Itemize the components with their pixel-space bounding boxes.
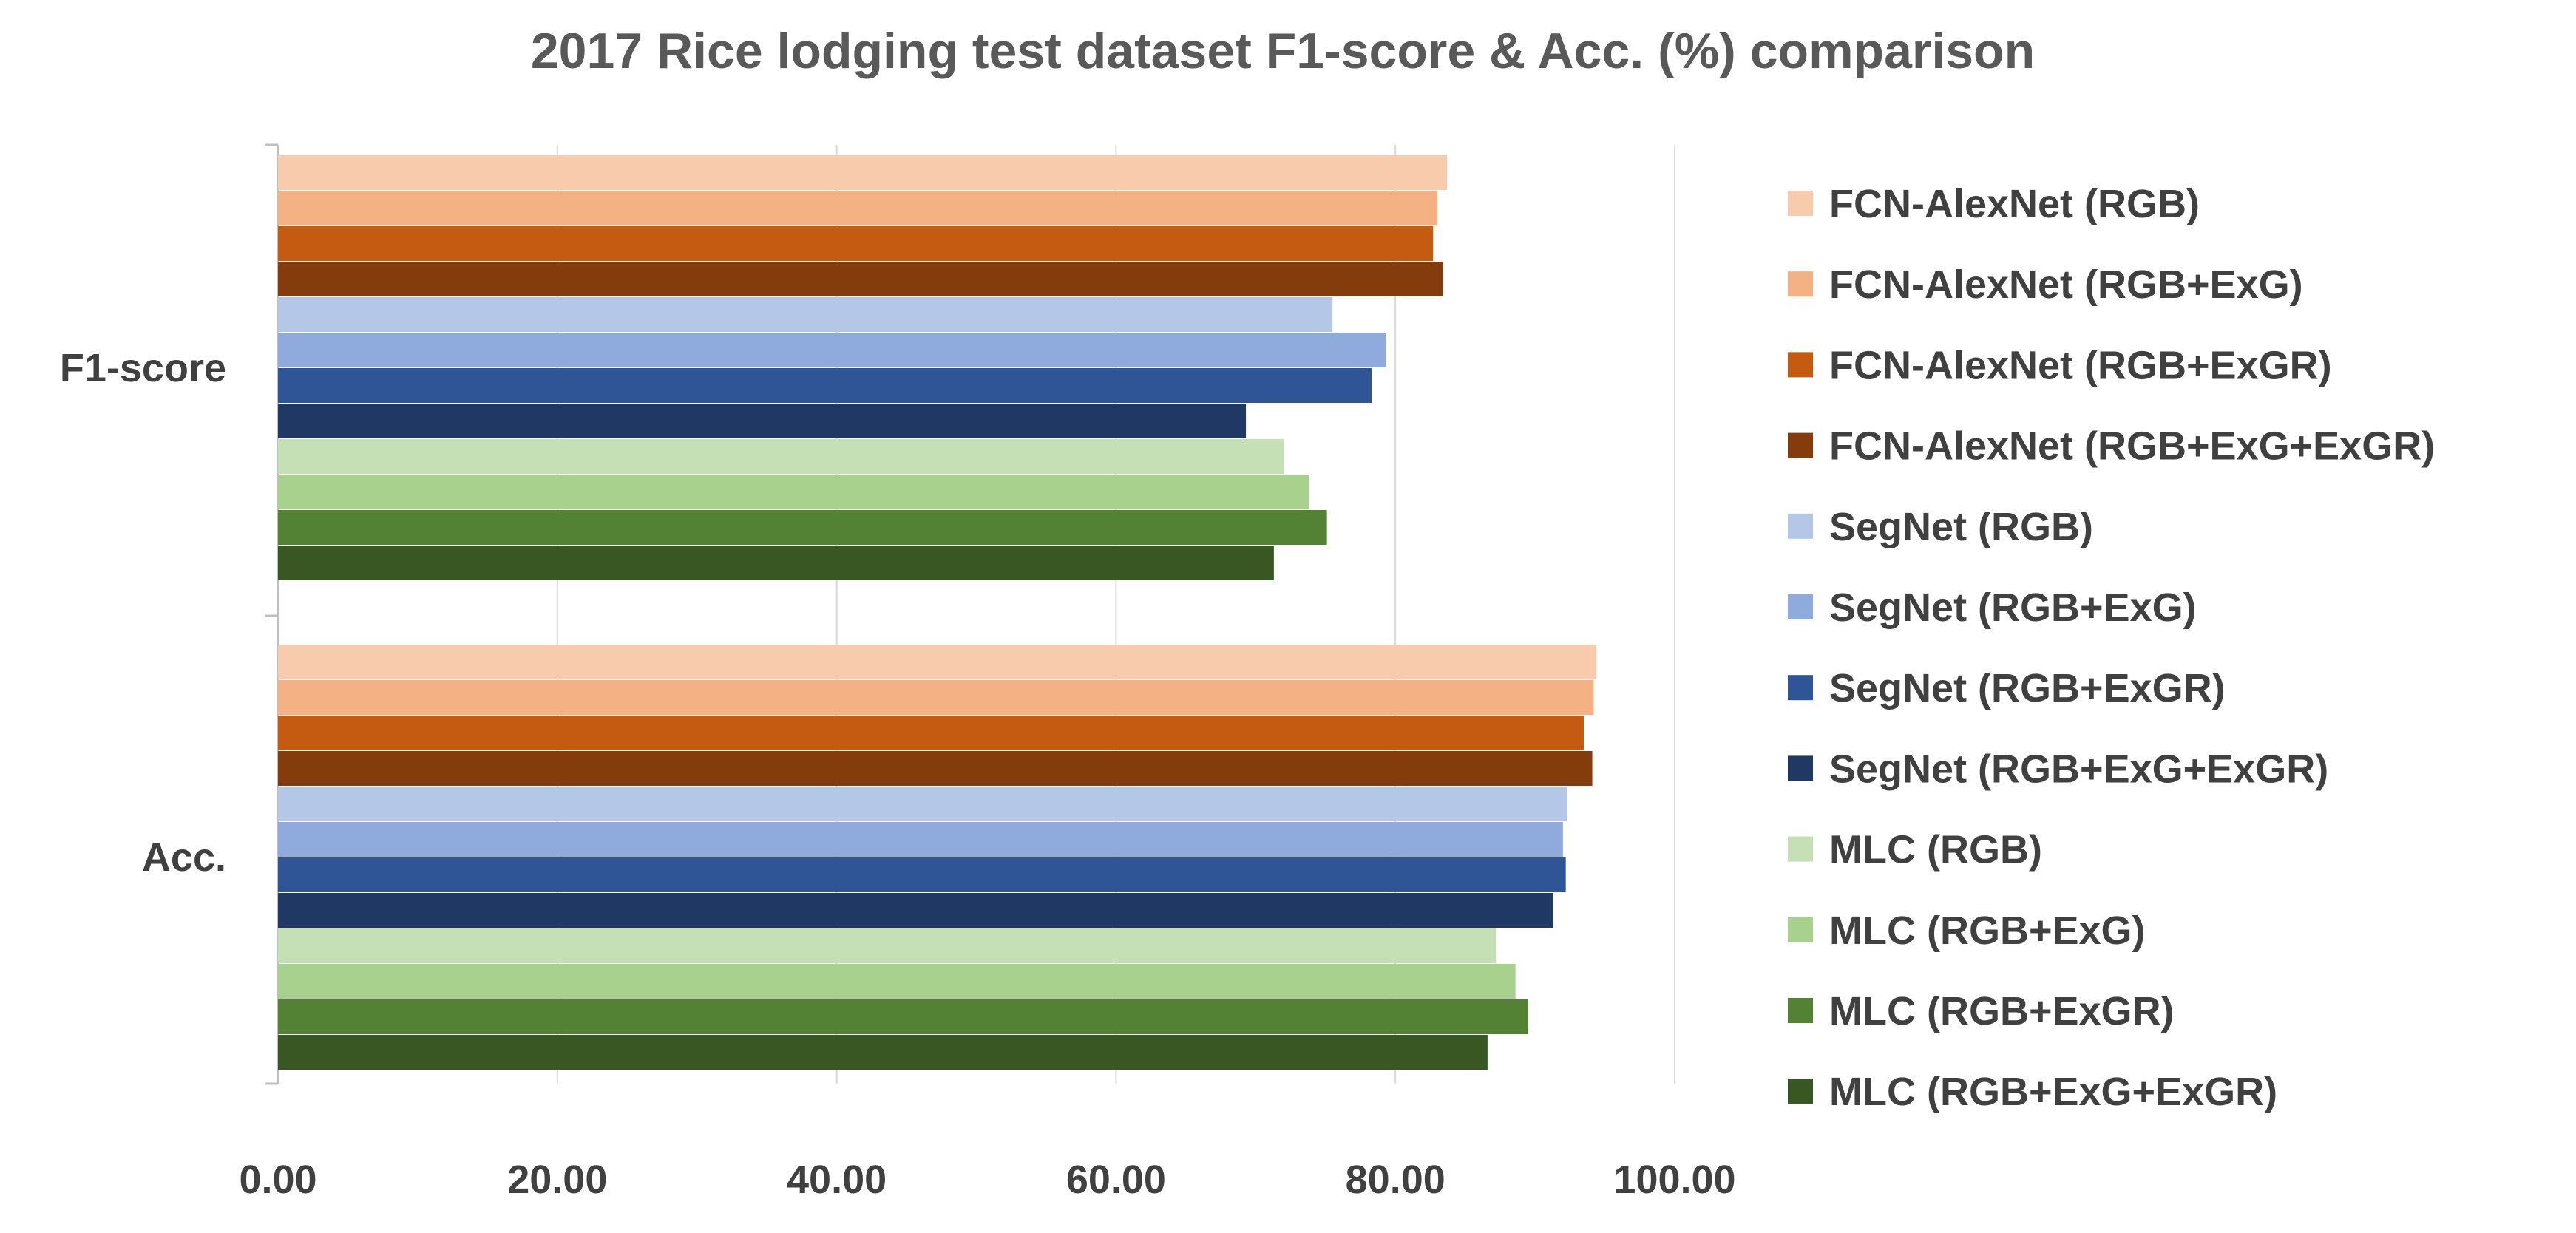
legend-swatch [1788,594,1813,619]
bar [278,857,1566,892]
legend-label: MLC (RGB+ExG+ExGR) [1829,1070,2277,1114]
bar [278,155,1448,190]
bar [278,475,1309,509]
bar [278,751,1593,786]
bar [278,928,1497,963]
bar [278,262,1443,296]
legend-label: FCN-AlexNet (RGB+ExGR) [1829,343,2332,387]
category-label: F1-score [60,346,226,390]
legend-swatch [1788,513,1813,539]
legend-label: FCN-AlexNet (RGB+ExG) [1829,262,2303,307]
legend-label: FCN-AlexNet (RGB) [1829,182,2200,226]
legend-label: MLC (RGB+ExGR) [1829,989,2175,1033]
bar [278,964,1516,999]
x-tick-label: 80.00 [1346,1158,1445,1202]
x-tick-label: 20.00 [507,1158,607,1202]
legend-swatch [1788,755,1813,781]
bar [278,191,1437,225]
legend-swatch [1788,271,1813,297]
legend-swatch [1788,191,1813,216]
bar [278,787,1567,821]
x-tick-label: 0.00 [239,1158,316,1202]
plot-area: F1-score Acc. 0.00 20.00 40.00 60.00 80.00 100.… [60,143,1736,1202]
legend-label: SegNet (RGB+ExGR) [1829,666,2226,710]
bar [278,439,1284,474]
bar [278,680,1594,715]
bar [278,893,1553,928]
legend-swatch [1788,352,1813,378]
bar [278,510,1327,545]
legend-swatch [1788,432,1813,458]
bar [278,297,1333,332]
legend-label: SegNet (RGB) [1829,505,2093,549]
legend-label: FCN-AlexNet (RGB+ExG+ExGR) [1829,424,2435,469]
bar [278,368,1372,403]
legend: FCN-AlexNet (RGB) FCN-AlexNet (RGB+ExG) FC… [1788,182,2435,1114]
legend-label: SegNet (RGB+ExG+ExGR) [1829,747,2328,791]
legend-swatch [1788,1079,1813,1104]
legend-label: MLC (RGB+ExG) [1829,908,2146,953]
legend-label: SegNet (RGB+ExG) [1829,585,2197,630]
x-tick-label: 100.00 [1613,1158,1735,1202]
x-tick-label: 60.00 [1066,1158,1166,1202]
bar [278,333,1386,367]
category-label: Acc. [142,835,226,880]
legend-label: MLC (RGB) [1829,828,2042,872]
legend-swatch [1788,675,1813,701]
bar [278,404,1247,438]
legend-swatch [1788,917,1813,942]
legend-swatch [1788,998,1813,1023]
chart-title: 2017 Rice lodging test dataset F1-score … [531,23,2035,79]
bar [278,716,1584,750]
bar [278,1035,1488,1070]
legend-swatch [1788,836,1813,862]
bar [278,645,1597,679]
bar [278,546,1274,580]
bar [278,822,1563,857]
bar [278,999,1528,1034]
x-tick-label: 40.00 [787,1158,887,1202]
bar [278,226,1434,261]
